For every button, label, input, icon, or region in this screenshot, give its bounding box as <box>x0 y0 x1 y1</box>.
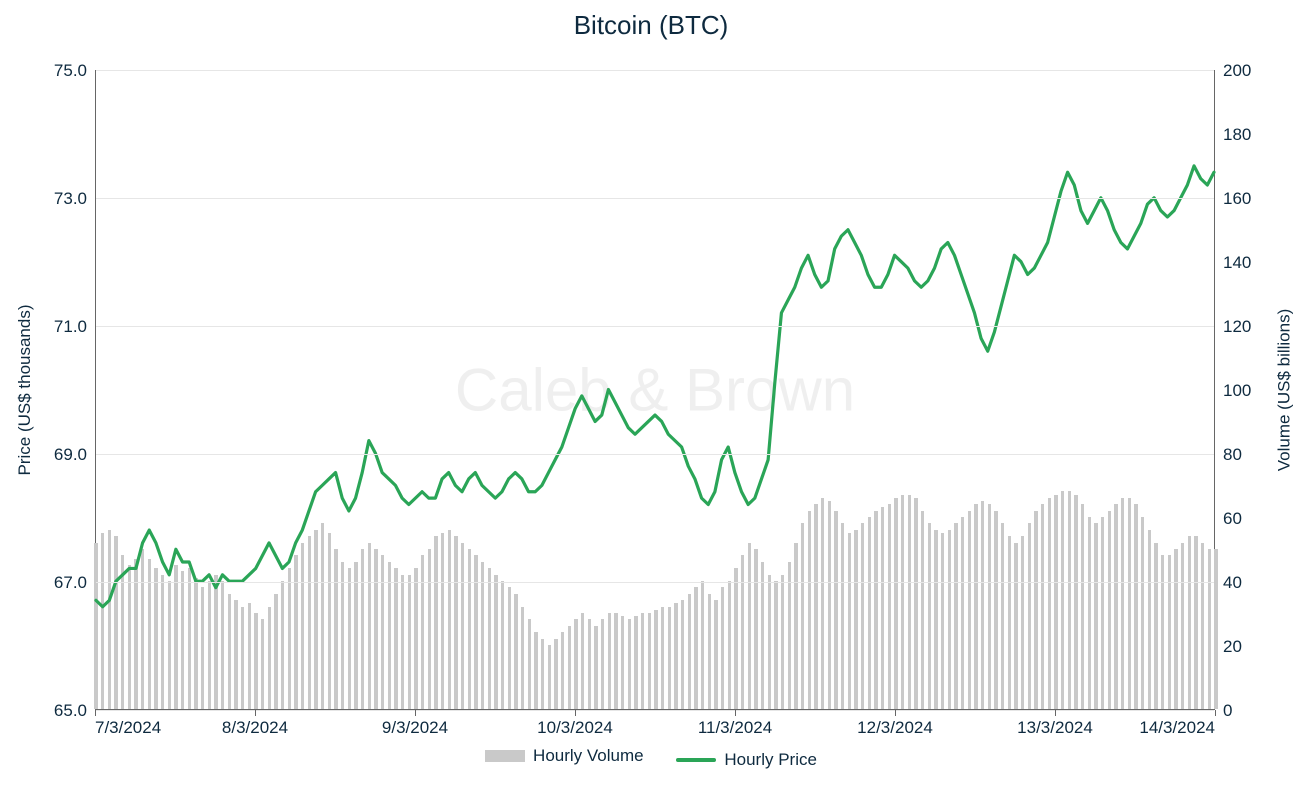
x-tick-mark <box>255 710 256 716</box>
gridline <box>96 70 1214 71</box>
chart-legend: Hourly Volume Hourly Price <box>0 746 1302 770</box>
legend-item-volume: Hourly Volume <box>485 746 644 766</box>
chart-title: Bitcoin (BTC) <box>0 10 1302 41</box>
y-left-tick: 73.0 <box>54 189 87 209</box>
gridline <box>96 582 1214 583</box>
volume-bar <box>1214 549 1218 709</box>
y-right-tick: 40 <box>1223 573 1242 593</box>
x-tick: 11/3/2024 <box>698 718 772 738</box>
y-left-tick: 67.0 <box>54 573 87 593</box>
gridline <box>96 710 1214 711</box>
x-tick: 8/3/2024 <box>222 718 288 738</box>
y-right-tick: 200 <box>1223 61 1251 81</box>
y-right-tick: 0 <box>1223 701 1232 721</box>
plot-area: Caleb & Brown <box>95 70 1215 710</box>
x-tick: 13/3/2024 <box>1017 718 1093 738</box>
bitcoin-price-chart: Bitcoin (BTC) Price (US$ thousands) Volu… <box>0 0 1302 802</box>
gridline <box>96 326 1214 327</box>
x-tick-mark <box>95 710 96 716</box>
x-tick-mark <box>895 710 896 716</box>
y-right-tick: 20 <box>1223 637 1242 657</box>
x-tick-mark <box>415 710 416 716</box>
legend-label-volume: Hourly Volume <box>533 746 644 766</box>
gridline <box>96 454 1214 455</box>
legend-swatch-price <box>676 758 716 762</box>
legend-swatch-volume <box>485 750 525 762</box>
y-right-tick: 160 <box>1223 189 1251 209</box>
gridline <box>96 198 1214 199</box>
y-right-tick: 80 <box>1223 445 1242 465</box>
x-tick: 9/3/2024 <box>382 718 448 738</box>
price-path <box>96 166 1214 607</box>
y-right-tick: 60 <box>1223 509 1242 529</box>
y-right-tick: 120 <box>1223 317 1251 337</box>
x-tick: 14/3/2024 <box>1139 718 1215 738</box>
y-right-tick: 140 <box>1223 253 1251 273</box>
x-tick: 12/3/2024 <box>857 718 933 738</box>
price-line <box>96 70 1214 709</box>
y-left-tick: 69.0 <box>54 445 87 465</box>
y-axis-left-label: Price (US$ thousands) <box>15 304 35 475</box>
y-left-tick: 65.0 <box>54 701 87 721</box>
x-tick-mark <box>735 710 736 716</box>
legend-label-price: Hourly Price <box>724 750 817 770</box>
y-axis-right-label: Volume (US$ billions) <box>1275 309 1295 472</box>
y-left-tick: 71.0 <box>54 317 87 337</box>
legend-item-price: Hourly Price <box>676 750 817 770</box>
y-right-tick: 180 <box>1223 125 1251 145</box>
y-left-tick: 75.0 <box>54 61 87 81</box>
y-right-tick: 100 <box>1223 381 1251 401</box>
x-tick-mark <box>575 710 576 716</box>
x-tick: 7/3/2024 <box>95 718 161 738</box>
x-tick-mark <box>1215 710 1216 716</box>
x-tick-mark <box>1055 710 1056 716</box>
x-tick: 10/3/2024 <box>537 718 613 738</box>
